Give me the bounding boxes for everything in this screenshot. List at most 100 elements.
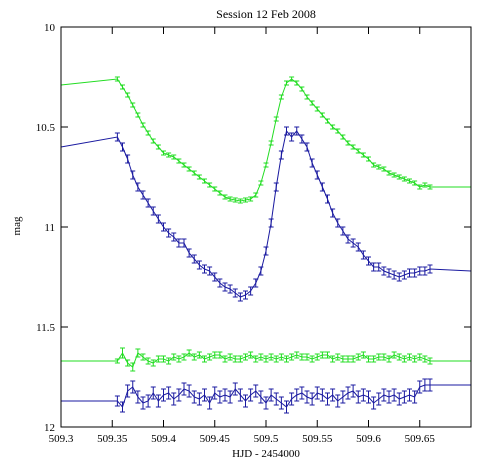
error-bar <box>299 353 305 361</box>
error-bar <box>232 197 238 203</box>
error-bar <box>304 390 310 404</box>
error-bar <box>140 122 146 128</box>
error-bar <box>227 196 233 202</box>
x-tick-label: 509.6 <box>356 433 381 445</box>
error-bar <box>258 353 264 361</box>
error-bar <box>135 112 141 118</box>
error-bar <box>294 80 300 86</box>
error-bar <box>391 351 397 359</box>
x-tick-label: 509.5 <box>254 433 279 445</box>
series-line <box>60 129 472 298</box>
error-bar <box>268 353 274 361</box>
error-bar <box>253 278 259 288</box>
error-bar <box>299 386 305 400</box>
error-bar <box>217 278 223 288</box>
error-bar <box>422 355 428 363</box>
error-bar <box>340 390 346 404</box>
error-bar <box>325 118 330 124</box>
error-bar <box>196 260 202 270</box>
error-bar <box>140 353 146 361</box>
error-bar <box>150 359 156 367</box>
error-bar <box>314 353 320 361</box>
error-bar <box>145 357 151 365</box>
error-bar <box>181 162 187 168</box>
error-bar <box>386 390 392 404</box>
error-bar <box>253 355 259 363</box>
error-bar <box>376 164 382 170</box>
error-bar <box>186 384 192 398</box>
error-bar <box>355 353 361 361</box>
error-bar <box>186 248 192 258</box>
x-tick-label: 509.45 <box>200 433 231 445</box>
error-bar <box>381 388 387 402</box>
error-bar <box>263 162 269 168</box>
error-bar <box>114 76 120 82</box>
error-bar <box>427 264 433 274</box>
error-bar <box>366 256 371 266</box>
error-bar <box>325 392 330 406</box>
error-bar <box>114 358 120 364</box>
error-bar <box>171 232 177 242</box>
error-bar <box>391 172 397 178</box>
error-bar <box>386 170 392 176</box>
error-bar <box>330 208 336 218</box>
series-line <box>60 78 471 202</box>
error-bar <box>401 390 407 404</box>
error-bar <box>422 378 428 392</box>
y-tick-label: 10 <box>44 22 56 34</box>
error-bar <box>340 226 346 236</box>
error-bar <box>161 222 166 232</box>
error-bar <box>130 362 136 372</box>
error-bar <box>289 76 295 82</box>
error-bar <box>196 351 202 359</box>
x-tick-label: 509.3 <box>49 433 74 445</box>
error-bar <box>422 182 428 188</box>
error-bar <box>191 254 197 264</box>
error-bar <box>335 128 341 134</box>
error-bar <box>304 353 310 361</box>
error-bar <box>355 242 361 252</box>
error-bar <box>212 272 218 282</box>
error-bar <box>120 142 125 152</box>
error-bar <box>319 351 325 359</box>
error-bar <box>130 102 136 108</box>
error-bar <box>407 178 412 184</box>
error-bar <box>114 132 120 142</box>
error-bar <box>217 390 223 404</box>
error-bar <box>130 170 136 180</box>
error-bar <box>401 176 407 182</box>
error-bar <box>427 357 433 365</box>
series-3 <box>61 347 471 372</box>
error-bar <box>202 388 207 402</box>
error-bar <box>125 154 131 164</box>
error-bar <box>258 266 264 276</box>
error-bar <box>335 353 341 361</box>
error-bar <box>186 166 192 172</box>
error-bar <box>401 355 407 363</box>
error-bar <box>330 355 336 363</box>
error-bar <box>427 184 433 190</box>
error-bar <box>273 355 279 363</box>
error-bar <box>407 268 412 278</box>
error-bar <box>191 390 197 404</box>
error-bar <box>243 197 248 203</box>
error-bar <box>325 351 330 359</box>
error-bar <box>130 380 136 394</box>
error-bar <box>401 270 407 280</box>
error-bar <box>294 388 300 402</box>
error-bar <box>345 140 351 146</box>
y-axis-label: mag <box>11 216 23 235</box>
error-bar <box>140 190 146 200</box>
error-bar <box>120 84 125 90</box>
x-tick-label: 509.55 <box>302 433 333 445</box>
error-bar <box>145 130 151 136</box>
error-bar <box>145 198 151 208</box>
error-bar <box>227 390 233 404</box>
series-4 <box>61 378 471 414</box>
error-bar <box>268 388 274 402</box>
error-bar <box>176 388 182 402</box>
error-bar <box>268 140 274 146</box>
error-bar <box>355 148 361 154</box>
error-bar <box>207 353 213 361</box>
error-bar <box>407 353 412 361</box>
